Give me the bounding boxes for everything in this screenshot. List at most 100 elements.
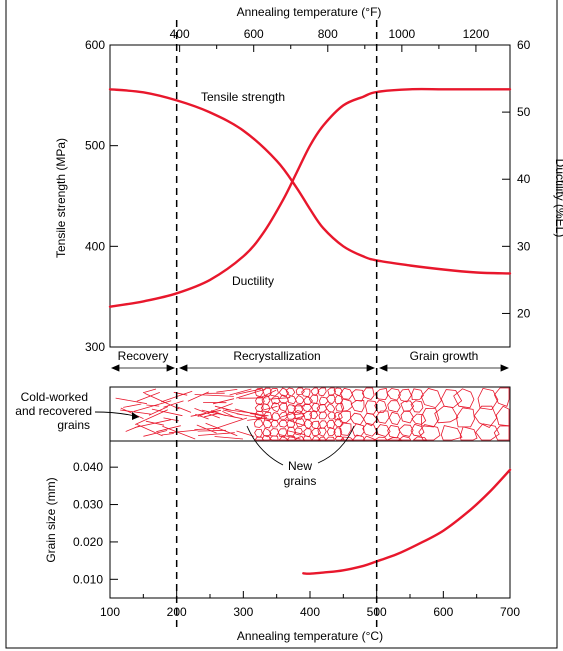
grain-cell [387,400,401,413]
grain-cell [319,420,328,429]
deformed-grain-boundary [148,406,169,416]
grain-cell [459,426,478,441]
deformed-grain-boundary [225,409,259,415]
top-axis-label: Annealing temperature (°F) [237,5,382,19]
grain-cell [420,407,440,428]
grain-cell [278,419,288,428]
grain-cell [278,411,288,420]
grain-cell [270,419,279,428]
grain-cell [418,424,441,441]
grain-cell [374,388,389,401]
tensile-strength-label: Tensile strength [201,90,285,104]
deformed-grain-boundary [250,413,269,417]
grain-cell [293,410,304,420]
grain-size-curve [302,468,512,575]
deformed-grain-boundary [236,388,266,399]
deformed-grain-boundary [287,430,306,436]
top-axis-ticks: 400 600 800 1000 1200 [170,27,490,52]
cold-worked-label-1: Cold-worked [21,390,88,404]
grain-cell [440,389,463,408]
top-tick-label: 1200 [463,27,490,41]
grain-cell [277,428,288,438]
upper-plot-curves [108,87,512,308]
deformed-grain-boundary [205,422,238,437]
deformed-grain-boundary [261,389,277,398]
top-tick-label: 600 [244,27,264,41]
grain-cell [477,387,499,411]
grain-cell [453,388,475,409]
deformed-grain-boundary [163,400,184,408]
grain-cell [311,402,321,413]
bottom-axis: 100 200 300 400 500 600 700 Annealing temperat… [100,591,520,643]
right-axis-label: Ductility (%EL) [553,159,563,238]
grain-cell [287,395,297,405]
grain-cell [475,423,500,441]
bottom-axis-ticks: 100 200 300 400 500 600 700 [100,591,520,619]
grain-cell [278,394,289,404]
deformed-grain-boundary [197,403,233,417]
grain-cell [293,404,304,414]
grain-cell [317,436,327,441]
grain-cell [339,422,352,436]
grain-cell [286,419,296,429]
grain-cell [398,388,412,403]
grain-cell [311,435,322,441]
top-axis: Annealing temperature (°F) 400 600 800 1000… [170,5,490,52]
grain-cell [261,435,272,441]
right-tick-label: 60 [517,38,531,52]
grain-cell [327,387,336,396]
deformed-grain-boundary [196,424,217,434]
deformed-grain-boundary [235,388,262,395]
top-tick-label: 400 [170,27,190,41]
region-arrows [110,364,510,372]
left-axis-label: Tensile strength (MPa) [54,138,68,258]
bottom-tick-label: 600 [433,605,453,619]
grain-cell [386,388,401,401]
grain-cell [350,400,365,413]
grain-cell [303,411,313,420]
deformed-grain-boundary [120,409,151,415]
stage-dividers [175,20,378,628]
grain-cell [363,412,378,427]
new-grains-arrow-right [317,425,355,464]
recovery-label: Recovery [118,349,169,363]
left-tick-label: 300 [85,340,105,354]
deformed-grain-boundary [123,403,142,408]
grain-cell [319,396,329,405]
upper-plot-frame [109,44,511,348]
grain-tick-label: 0.020 [73,535,103,549]
grain-cell [254,410,264,419]
deformed-grain-boundary [236,430,255,437]
grain-cell [440,425,463,441]
grain-cell [263,411,273,421]
grain-cell [286,426,296,437]
tensile-strength-curve [108,88,512,275]
deformed-grain-boundary [161,433,174,436]
grain-cell [411,388,424,401]
bottom-tick-label: 100 [100,605,120,619]
grain-cell [361,387,375,400]
deformed-grain-boundary [212,417,248,430]
new-grains-arrow-left [246,425,284,466]
top-tick-label: 800 [318,27,338,41]
grain-cell [262,387,272,397]
grain-cell [278,387,290,398]
grain-cell [309,410,319,420]
grain-cell [286,411,296,420]
grain-cell [270,402,281,413]
ductility-label: Ductility [232,274,274,288]
deformed-grain-boundary [206,411,243,420]
deformed-grain-boundary [115,397,147,405]
grain-cell [362,435,376,441]
grain-size-plot: 0.010 0.020 0.030 0.040 Grain size (mm) [44,440,512,599]
left-tick-label: 500 [85,139,105,153]
grain-cell [317,387,327,397]
grain-cell [400,400,415,412]
grain-cell [455,407,475,428]
deformed-grain-boundary [229,388,252,396]
grain-cell [278,402,288,412]
lower-plot-ticks: 0.010 0.020 0.030 0.040 [73,460,118,586]
grain-cell [340,387,354,400]
grain-cell [412,436,428,441]
grain-cell [493,387,510,407]
